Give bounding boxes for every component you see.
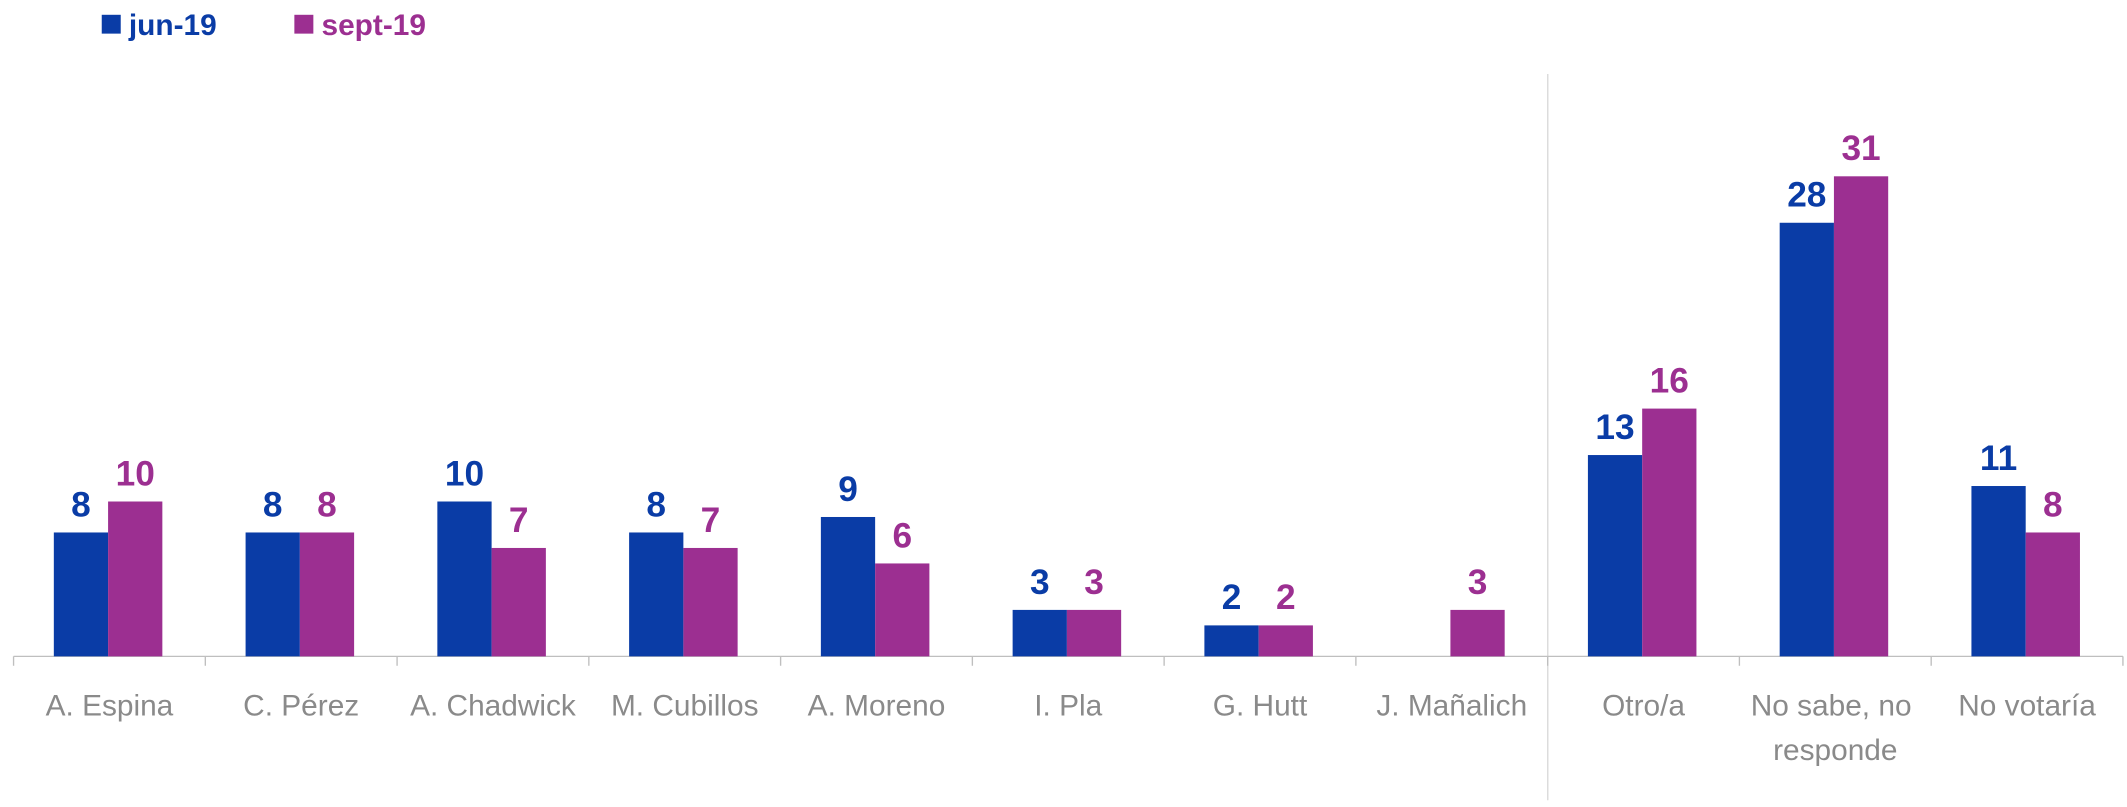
bar — [1971, 486, 2026, 657]
value-label: 13 — [1595, 408, 1634, 447]
bar — [245, 532, 300, 657]
x-tick-label: J. Mañalich — [1376, 690, 1527, 723]
bar — [1066, 609, 1122, 657]
bar — [1258, 625, 1313, 657]
value-label: 3 — [1030, 563, 1050, 602]
value-label: 9 — [838, 470, 858, 509]
legend-label: jun-19 — [128, 9, 217, 42]
legend-swatch — [294, 14, 314, 34]
bar — [1204, 625, 1259, 657]
x-tick-label: A. Moreno — [808, 690, 946, 723]
legend-label: sept-19 — [321, 9, 425, 42]
value-label: 8 — [71, 485, 91, 524]
bar — [875, 563, 930, 657]
value-label: 2 — [1276, 578, 1296, 617]
value-label: 3 — [1468, 563, 1488, 602]
value-label: 6 — [892, 516, 912, 555]
value-label: 10 — [445, 454, 484, 493]
bar — [1833, 176, 1889, 657]
bar — [683, 547, 738, 657]
bar — [820, 516, 876, 657]
bar — [1779, 222, 1834, 657]
bar — [1587, 455, 1643, 657]
value-label: 31 — [1841, 129, 1880, 168]
value-label: 7 — [509, 501, 529, 540]
value-label: 8 — [2043, 485, 2063, 524]
x-tick-label: M. Cubillos — [611, 690, 759, 723]
bar — [437, 501, 492, 657]
bar — [1012, 609, 1067, 657]
bar — [491, 547, 546, 657]
bar — [108, 501, 163, 657]
value-label: 11 — [1980, 439, 2017, 478]
value-label: 2 — [1222, 578, 1242, 617]
bar — [53, 532, 109, 657]
value-label: 8 — [263, 485, 283, 524]
x-tick-label: I. Pla — [1034, 690, 1102, 723]
x-tick-label: No sabe, no responde — [1751, 690, 1920, 767]
value-label: 8 — [646, 485, 666, 524]
bar — [1450, 609, 1505, 657]
x-tick-label: A. Chadwick — [410, 690, 576, 723]
x-tick-label: Otro/a — [1602, 690, 1685, 723]
x-tick-label: No votaría — [1958, 690, 2096, 723]
bar — [1642, 408, 1697, 657]
bar — [299, 532, 355, 657]
value-label: 8 — [317, 485, 337, 524]
bar — [629, 532, 684, 657]
x-tick-label: G. Hutt — [1213, 690, 1308, 723]
legend-swatch — [101, 14, 121, 34]
value-label: 28 — [1787, 176, 1826, 215]
value-label: 16 — [1650, 362, 1689, 401]
x-tick-label: A. Espina — [46, 690, 174, 723]
x-tick-label: C. Pérez — [243, 690, 359, 723]
value-label: 3 — [1084, 563, 1104, 602]
value-label: 7 — [701, 501, 721, 540]
bar — [2025, 532, 2080, 657]
value-label: 10 — [116, 454, 155, 493]
